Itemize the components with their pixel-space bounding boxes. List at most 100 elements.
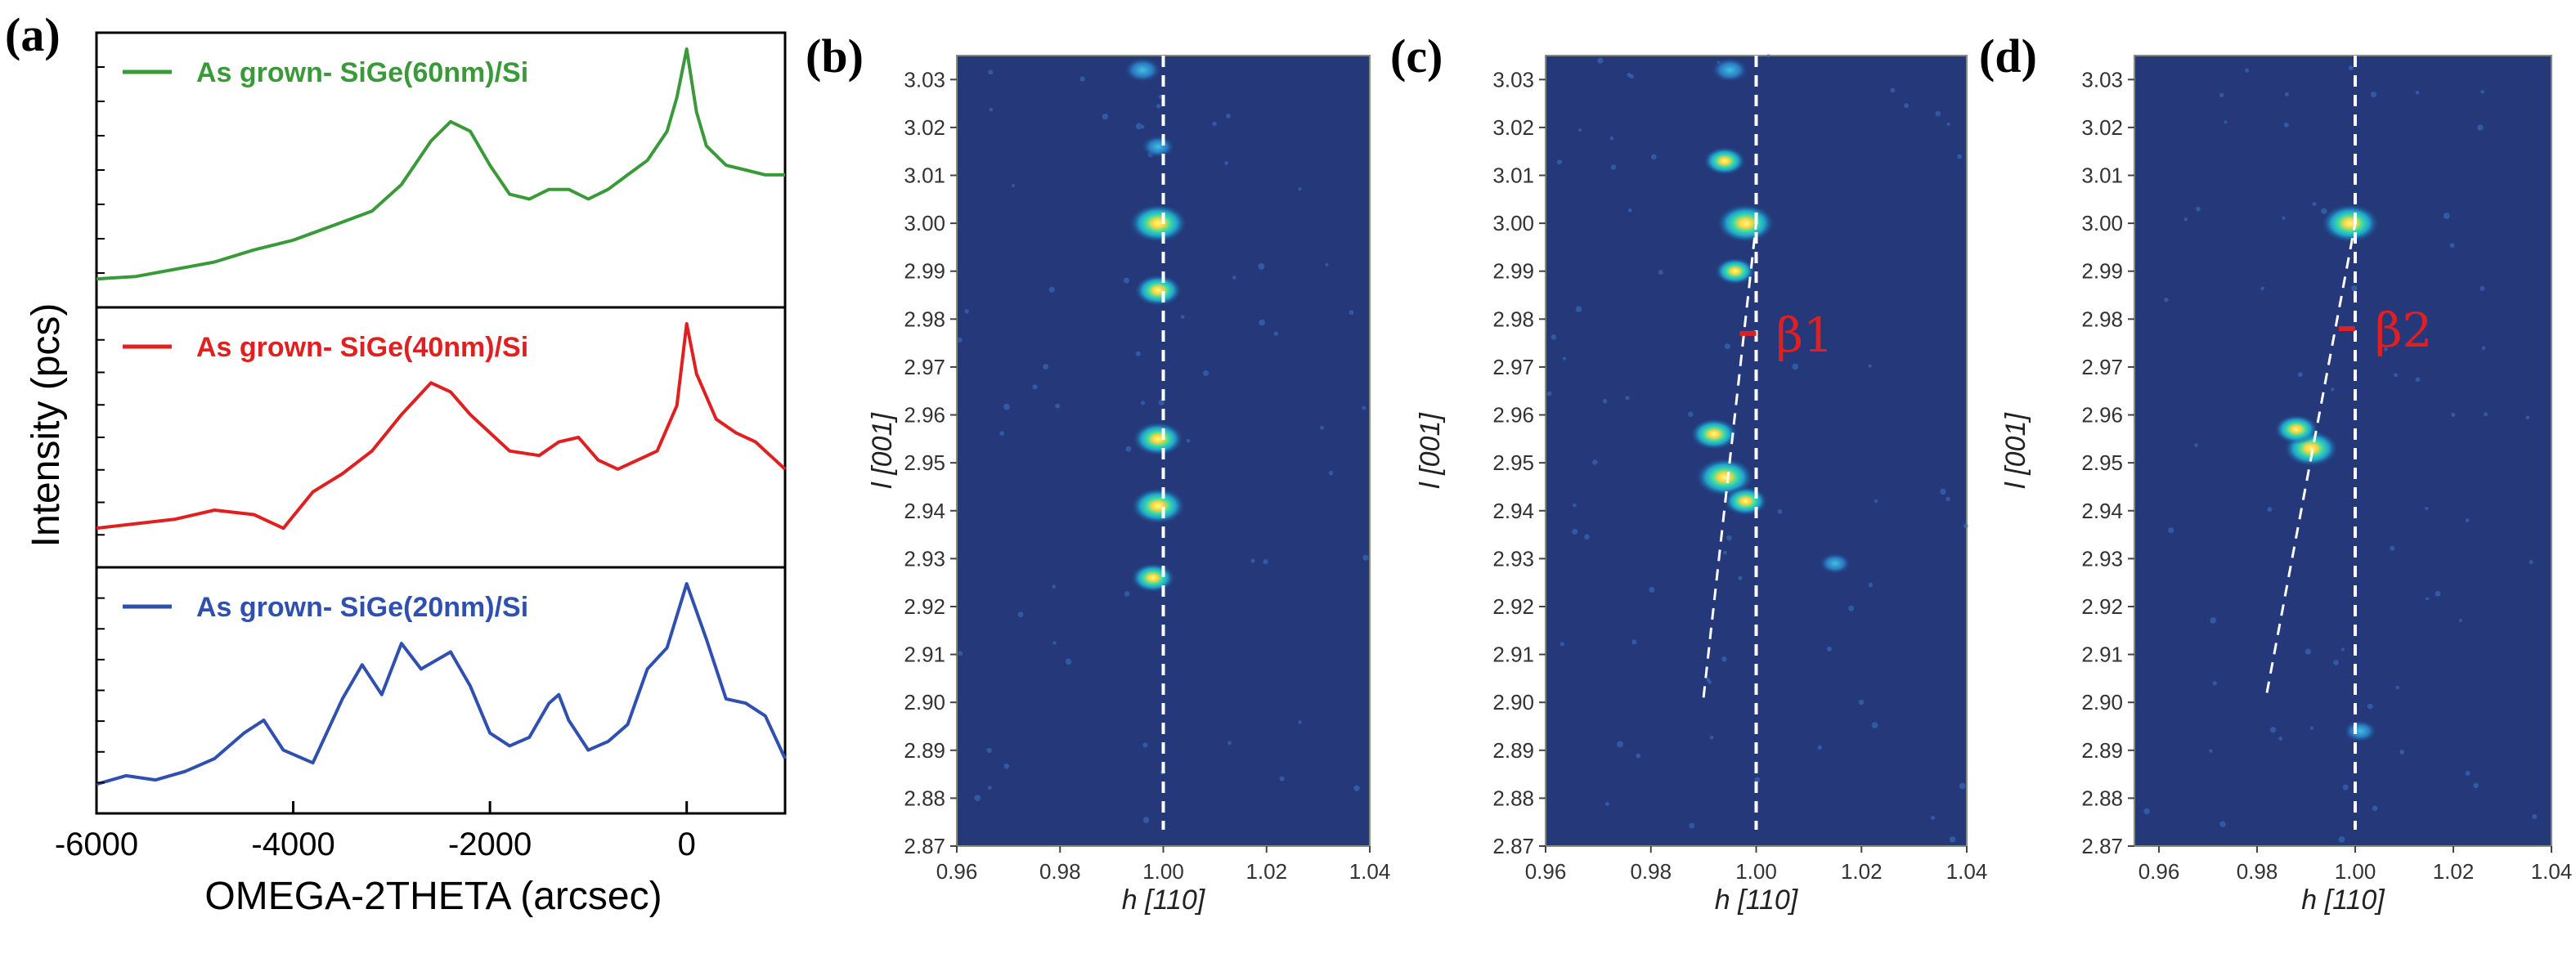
y-tick-label-0: 2.87 bbox=[2081, 834, 2123, 858]
background-speckle bbox=[1575, 306, 1582, 312]
x-tick-label-2: -2000 bbox=[448, 826, 532, 862]
background-speckle bbox=[1572, 528, 1578, 535]
background-speckle bbox=[2342, 784, 2349, 791]
background-speckle bbox=[1212, 121, 1217, 127]
background-speckle bbox=[2340, 647, 2345, 652]
background-speckle bbox=[1597, 57, 1604, 64]
background-speckle bbox=[1052, 584, 1057, 589]
background-speckle bbox=[1754, 777, 1761, 783]
background-speckle bbox=[989, 107, 994, 112]
background-speckle bbox=[2260, 286, 2264, 291]
background-speckle bbox=[1722, 550, 1727, 555]
background-speckle bbox=[1636, 753, 1641, 759]
tilt-angle-label: β1 bbox=[1776, 307, 1833, 363]
background-speckle bbox=[1055, 403, 1061, 409]
background-speckle bbox=[1721, 656, 1727, 662]
y-tick-label-6: 2.93 bbox=[1492, 546, 1534, 571]
background-speckle bbox=[2426, 597, 2430, 601]
background-speckle bbox=[2465, 518, 2470, 522]
x-tick-label-3: 1.02 bbox=[1841, 859, 1883, 884]
background-speckle bbox=[1298, 187, 1302, 191]
series-line-2 bbox=[96, 322, 787, 531]
background-speckle bbox=[1017, 611, 1024, 618]
background-speckle bbox=[2212, 681, 2217, 686]
y-tick-label-12: 2.99 bbox=[904, 259, 945, 284]
diffraction-spot-5 bbox=[1130, 487, 1187, 525]
background-speckle bbox=[1546, 391, 1552, 396]
y-tick-label-11: 2.98 bbox=[904, 307, 945, 331]
background-speckle bbox=[1003, 403, 1010, 410]
background-speckle bbox=[2370, 92, 2377, 98]
background-speckle bbox=[1202, 370, 1209, 376]
y-tick-label-2: 2.89 bbox=[2081, 738, 2123, 763]
background-speckle bbox=[957, 337, 963, 343]
background-speckle bbox=[2164, 297, 2169, 302]
background-speckle bbox=[1556, 159, 1563, 165]
background-speckle bbox=[1935, 110, 1941, 117]
x-tick-label-4: 1.04 bbox=[1349, 859, 1391, 884]
background-speckle bbox=[1362, 554, 1369, 561]
background-speckle bbox=[1592, 459, 1598, 465]
background-speckle bbox=[1325, 262, 1329, 266]
diffraction-spot-3 bbox=[1133, 274, 1183, 307]
background-speckle bbox=[1362, 405, 1367, 410]
background-speckle bbox=[1610, 164, 1617, 170]
background-speckle bbox=[1250, 558, 1255, 563]
background-speckle bbox=[2484, 412, 2488, 417]
background-speckle bbox=[2183, 217, 2188, 222]
background-speckle bbox=[2143, 808, 2150, 815]
background-speckle bbox=[2449, 243, 2455, 249]
background-speckle bbox=[1738, 576, 1743, 580]
x-tick-label-0: 0.96 bbox=[936, 859, 978, 884]
panel-d-map: β2 2.87 2.88 2.89 2.90 2.91 2.92 2.93 2.94 2.95 2.… bbox=[2000, 55, 2572, 916]
diffraction-spot-3 bbox=[2343, 719, 2377, 743]
background-speckle bbox=[1135, 123, 1142, 130]
x-tick-label-3: 0 bbox=[678, 826, 696, 862]
background-speckle bbox=[1232, 275, 1236, 280]
panel-a-x-axis-title: OMEGA-2THETA (arcsec) bbox=[204, 875, 662, 918]
background-speckle bbox=[1227, 741, 1232, 746]
background-speckle bbox=[1043, 364, 1049, 370]
background-speckle bbox=[1224, 161, 1229, 165]
background-speckle bbox=[1817, 745, 1822, 750]
background-speckle bbox=[1320, 425, 1324, 430]
diffraction-spot-5 bbox=[1690, 418, 1739, 450]
background-speckle bbox=[2196, 206, 2201, 212]
background-speckle bbox=[2284, 92, 2290, 96]
tilt-line bbox=[1702, 222, 1757, 698]
panel-b-map: 2.87 2.88 2.89 2.90 2.91 2.92 2.93 2.94 2.95 2.96… bbox=[867, 55, 1391, 916]
background-speckle bbox=[1946, 122, 1950, 126]
y-tick-label-12: 2.99 bbox=[2081, 259, 2123, 284]
y-tick-label-8: 2.95 bbox=[904, 450, 945, 475]
background-speckle bbox=[1273, 331, 1278, 336]
background-speckle bbox=[2269, 727, 2277, 733]
background-speckle bbox=[999, 431, 1004, 437]
panel-c-map: β1 2.87 2.88 2.89 2.90 2.91 2.92 2.93 2.94 2.95 2.… bbox=[1415, 54, 1987, 916]
background-speckle bbox=[2278, 737, 2283, 741]
diffraction-spot-0 bbox=[1124, 57, 1162, 83]
y-axis-title: l [001] bbox=[2000, 412, 2031, 489]
background-speckle bbox=[2351, 285, 2358, 292]
background-speckle bbox=[964, 309, 969, 314]
y-tick-label-7: 2.94 bbox=[1492, 499, 1534, 523]
y-tick-label-2: 2.89 bbox=[904, 738, 945, 763]
background-speckle bbox=[986, 747, 992, 754]
legend-label-1: As grown- SiGe(60nm)/Si bbox=[196, 57, 528, 88]
background-speckle bbox=[1604, 801, 1609, 806]
background-speckle bbox=[1142, 742, 1148, 748]
panel-a-y-axis-title: Intensity (pcs) bbox=[25, 303, 68, 548]
background-speckle bbox=[2331, 387, 2335, 392]
background-speckle bbox=[2372, 805, 2378, 812]
series-line-3 bbox=[96, 582, 787, 786]
background-speckle bbox=[1904, 103, 1910, 109]
background-speckle bbox=[1777, 508, 1783, 514]
background-speckle bbox=[1349, 310, 1354, 316]
y-tick-label-3: 2.90 bbox=[1492, 690, 1534, 714]
diffraction-spot-3 bbox=[1714, 257, 1756, 285]
y-tick-label-6: 2.93 bbox=[904, 546, 945, 571]
y-tick-label-14: 3.01 bbox=[2081, 163, 2123, 188]
x-tick-label-0: 0.96 bbox=[1525, 859, 1567, 884]
background-speckle bbox=[1048, 286, 1055, 293]
background-speckle bbox=[2312, 202, 2317, 207]
